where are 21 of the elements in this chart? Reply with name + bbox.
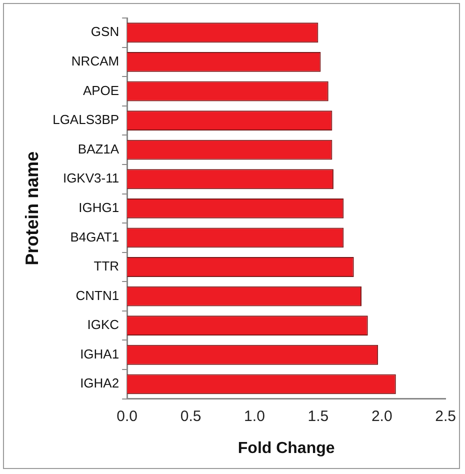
y-tick-label: LGALS3BP — [52, 112, 120, 128]
y-axis-title: Protein name — [22, 151, 42, 266]
x-tick-label: 0.5 — [180, 408, 202, 425]
y-tick-label: IGHA1 — [80, 346, 120, 362]
y-tick-label: B4GAT1 — [70, 229, 120, 244]
x-tick-label: 2.0 — [371, 408, 392, 425]
y-tick-label: APOE — [82, 82, 120, 98]
x-tick-label: 0.0 — [116, 408, 138, 425]
y-tick-label: CNTN1 — [76, 288, 120, 303]
y-tick-label: IGKC — [87, 317, 120, 332]
x-tick-label: 2.5 — [435, 408, 456, 425]
y-tick-label: TTR — [94, 258, 120, 274]
x-tick-label: 1.0 — [244, 408, 265, 425]
y-tick-label: GSN — [90, 24, 120, 40]
y-tick-label: IGKV3-11 — [62, 170, 120, 186]
y-tick-label: NRCAM — [71, 54, 120, 69]
y-tick-label: BAZ1A — [78, 141, 120, 156]
y-tick-label: IGHA2 — [80, 376, 120, 391]
x-tick-label: 1.5 — [308, 408, 329, 425]
x-axis-title: Fold Change — [238, 440, 335, 457]
y-tick-label: IGHG1 — [78, 200, 120, 215]
